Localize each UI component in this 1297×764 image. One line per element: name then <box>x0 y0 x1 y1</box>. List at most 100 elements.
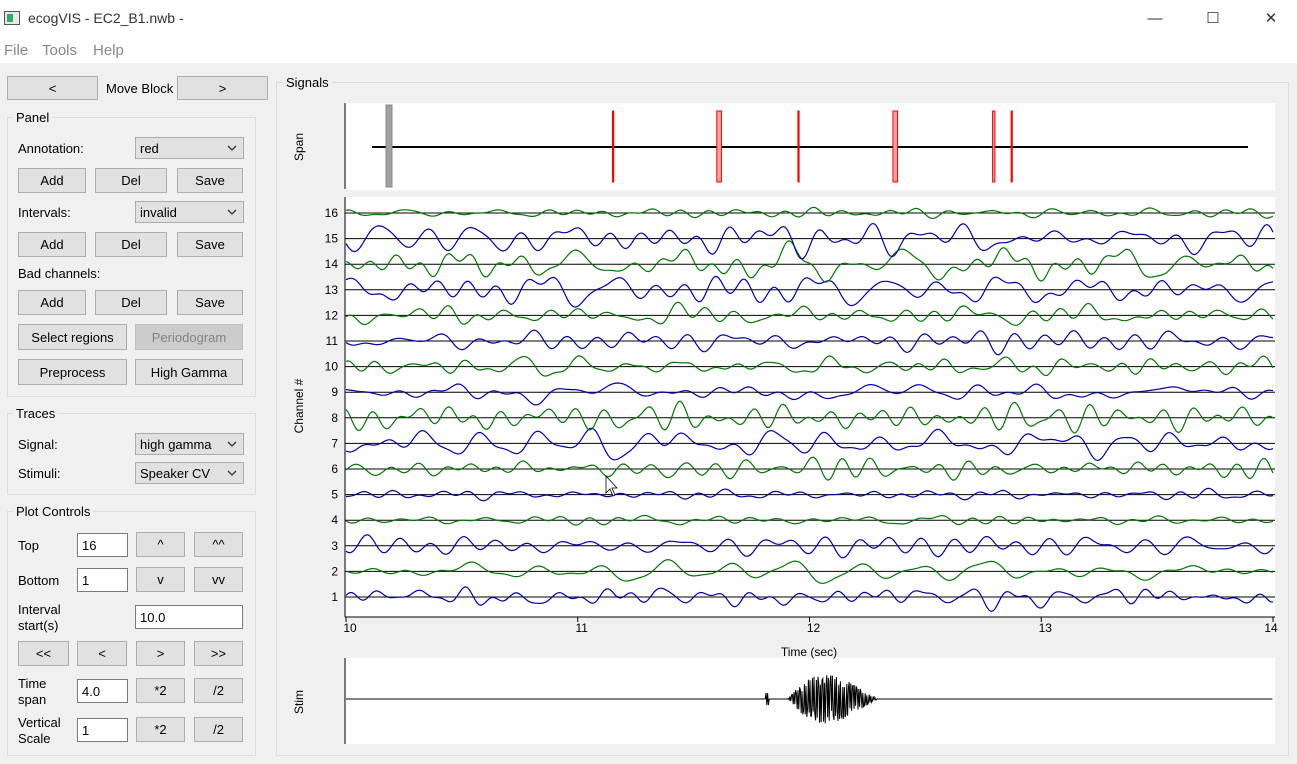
channel-tick-label: 2 <box>331 564 338 578</box>
channel-tick-label: 5 <box>331 488 338 502</box>
mouse-cursor-icon <box>605 474 618 497</box>
menu-bar <box>0 37 1297 63</box>
jump-last-button[interactable]: >> <box>194 641 243 666</box>
signals-group-title: Signals <box>283 75 332 90</box>
vertical-scale-label-line1: Vertical <box>18 715 61 730</box>
interval-start-input[interactable]: 10.0 <box>135 605 243 629</box>
annotation-color-select[interactable]: red <box>135 137 244 159</box>
time-span-label-line2: span <box>18 692 47 707</box>
signal-label: Signal: <box>18 437 58 452</box>
x-tick-label: 11 <box>576 621 589 635</box>
plot-controls-title: Plot Controls <box>13 504 94 519</box>
channel-axis-label: Channel # <box>292 378 306 433</box>
plot-controls-group <box>7 511 256 756</box>
channel-page-down-button[interactable]: vv <box>194 567 243 592</box>
vertical-scale-double-button[interactable]: *2 <box>136 717 185 742</box>
trace-ch-15 <box>345 223 1274 260</box>
trace-ch-6 <box>345 456 1274 481</box>
annotation-del-button[interactable]: Del <box>95 168 167 193</box>
annotation-color-value: red <box>140 140 159 156</box>
signal-select[interactable]: high gamma <box>135 433 244 455</box>
panel-group <box>7 117 256 397</box>
intervals-save-button[interactable]: Save <box>177 232 243 257</box>
bad-channels-del-button[interactable]: Del <box>95 290 167 315</box>
minimize-button[interactable]: — <box>1147 10 1163 27</box>
panel-group-title: Panel <box>13 110 53 125</box>
vertical-scale-input[interactable]: 1 <box>77 718 128 742</box>
periodogram-button[interactable]: Periodogram <box>135 324 243 350</box>
trace-ch-4 <box>345 514 1274 526</box>
trace-ch-3 <box>345 534 1274 559</box>
maximize-button[interactable]: ☐ <box>1206 10 1220 27</box>
move-block-label: Move Block <box>106 81 174 96</box>
chevron-down-icon <box>227 209 237 215</box>
intervals-value: invalid <box>140 204 177 220</box>
next-block-button[interactable]: > <box>177 76 268 100</box>
close-button[interactable]: ✕ <box>1264 10 1278 27</box>
channel-tick-label: 3 <box>331 539 338 553</box>
intervals-add-button[interactable]: Add <box>18 232 86 257</box>
channel-down-button[interactable]: v <box>136 567 185 592</box>
span-annotation-2 <box>716 110 722 183</box>
preprocess-button[interactable]: Preprocess <box>18 359 127 385</box>
step-back-button[interactable]: < <box>77 641 127 666</box>
traces-group <box>7 413 256 495</box>
bad-channels-add-button[interactable]: Add <box>18 290 86 315</box>
menu-file[interactable]: File <box>4 42 29 59</box>
prev-block-button[interactable]: < <box>7 76 98 100</box>
span-annotation-1 <box>612 110 615 183</box>
annotation-add-button[interactable]: Add <box>18 168 86 193</box>
channel-tick-label: 10 <box>325 360 339 374</box>
app-icon <box>4 11 20 25</box>
channel-tick-label: 15 <box>325 232 339 246</box>
x-tick-label: 12 <box>807 621 821 635</box>
trace-ch-12 <box>345 301 1274 326</box>
jump-first-button[interactable]: << <box>18 641 69 666</box>
channel-tick-label: 13 <box>325 283 339 297</box>
interval-start-label-line2: start(s) <box>18 618 59 633</box>
channel-tick-label: 4 <box>331 513 338 527</box>
interval-start-label-line1: Interval <box>18 602 61 617</box>
annotation-label: Annotation: <box>18 141 84 156</box>
signal-value: high gamma <box>140 436 212 452</box>
time-span-double-button[interactable]: *2 <box>136 678 185 703</box>
trace-ch-14 <box>345 240 1274 283</box>
time-span-label-line1: Time <box>18 676 47 691</box>
stimuli-select[interactable]: Speaker CV <box>135 462 244 484</box>
trace-ch-10 <box>345 355 1274 377</box>
intervals-del-button[interactable]: Del <box>95 232 167 257</box>
channel-tick-label: 14 <box>325 257 339 271</box>
vertical-scale-label-line2: Scale <box>18 731 51 746</box>
menu-tools[interactable]: Tools <box>42 42 78 59</box>
step-forward-button[interactable]: > <box>136 641 185 666</box>
stim-waveform <box>346 675 1273 724</box>
title-bar <box>0 0 1297 37</box>
intervals-select[interactable]: invalid <box>135 201 244 223</box>
intervals-label: Intervals: <box>18 205 71 220</box>
vertical-scale-half-button[interactable]: /2 <box>194 717 243 742</box>
x-tick-label: 13 <box>1039 621 1053 635</box>
bad-channels-save-button[interactable]: Save <box>177 290 243 315</box>
trace-ch-13 <box>345 275 1274 308</box>
high-gamma-button[interactable]: High Gamma <box>135 359 243 385</box>
chevron-down-icon <box>227 145 237 151</box>
channel-up-button[interactable]: ^ <box>136 532 185 557</box>
trace-ch-16 <box>345 206 1274 220</box>
menu-help[interactable]: Help <box>93 42 124 59</box>
time-span-half-button[interactable]: /2 <box>194 678 243 703</box>
channel-tick-label: 8 <box>331 411 338 425</box>
select-regions-button[interactable]: Select regions <box>18 324 127 350</box>
channel-tick-label: 11 <box>326 334 339 348</box>
time-span-input[interactable]: 4.0 <box>77 679 128 703</box>
annotation-save-button[interactable]: Save <box>177 168 243 193</box>
trace-ch-9 <box>345 382 1274 406</box>
channel-tick-label: 9 <box>331 385 338 399</box>
trace-ch-11 <box>345 329 1274 356</box>
span-annotation-3 <box>797 110 800 183</box>
traces-plot-area[interactable] <box>345 197 1275 617</box>
channel-page-up-button[interactable]: ^^ <box>194 532 243 557</box>
top-channel-input[interactable]: 16 <box>77 533 128 557</box>
bottom-channel-input[interactable]: 1 <box>77 568 128 592</box>
traces-group-title: Traces <box>13 406 59 421</box>
